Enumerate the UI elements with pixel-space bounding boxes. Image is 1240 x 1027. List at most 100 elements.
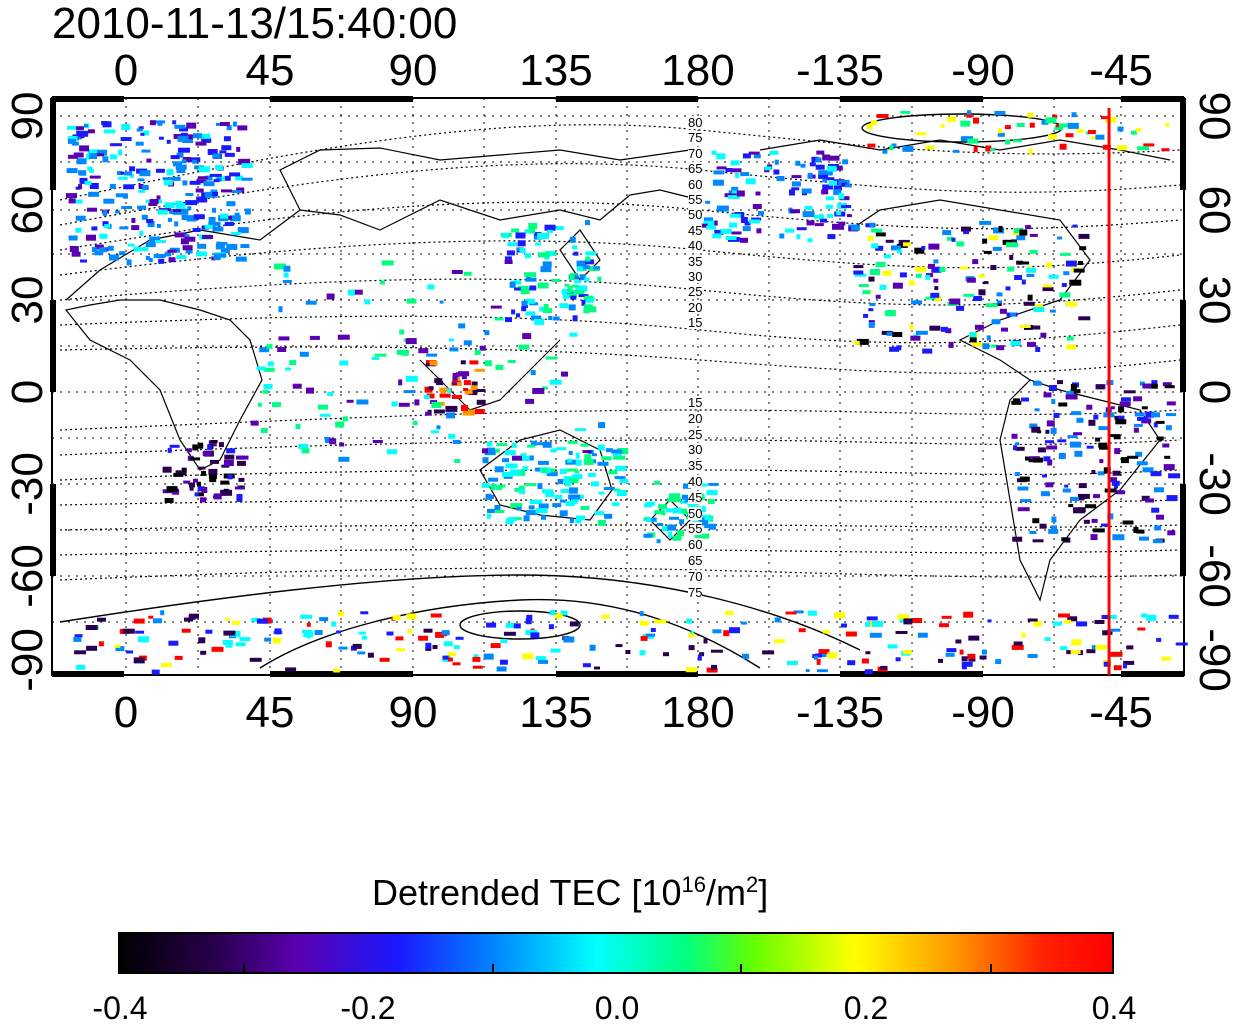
tec-data-cell (706, 225, 717, 230)
tec-data-cell (1048, 528, 1059, 534)
tec-data-cell (591, 453, 597, 457)
tec-data-cell (461, 375, 467, 380)
tec-data-cell (168, 640, 179, 646)
top-lon-tick: 0 (113, 46, 139, 95)
tec-data-cell (870, 120, 877, 126)
tec-data-cell (836, 165, 843, 171)
tec-data-cell (815, 653, 823, 658)
tec-data-cell (646, 633, 655, 637)
tec-data-cell (193, 478, 198, 483)
tec-data-cell (338, 456, 350, 462)
tec-data-cell (1091, 645, 1098, 650)
tec-data-cell (1016, 235, 1026, 241)
tec-data-cell (471, 381, 478, 386)
tec-data-cell (427, 284, 435, 290)
tec-data-cell (966, 277, 976, 283)
tec-data-cell (1019, 476, 1030, 482)
tec-data-cell (166, 169, 174, 176)
tec-data-cell (895, 631, 908, 634)
tec-data-cell (705, 200, 711, 204)
tec-data-cell (89, 168, 94, 173)
tec-data-cell (85, 625, 98, 630)
tec-data-cell (173, 209, 181, 212)
tec-data-cell (121, 206, 133, 209)
tec-data-cell (347, 289, 355, 296)
tec-data-cell (263, 367, 275, 372)
tec-data-cell (1168, 473, 1181, 479)
tec-data-cell (139, 230, 144, 236)
tec-data-cell (955, 639, 962, 644)
tec-data-cell (164, 202, 175, 209)
tec-data-cell (814, 214, 825, 219)
tec-data-cell (179, 127, 189, 132)
tec-data-cell (990, 344, 998, 348)
tec-data-cell (1120, 397, 1131, 402)
tec-data-cell (192, 159, 198, 164)
tec-data-cell (520, 456, 530, 461)
tec-data-cell (215, 165, 224, 170)
bottom-lon-tick: -45 (1089, 688, 1153, 737)
tec-data-cell (1048, 134, 1057, 140)
tec-data-cell (169, 444, 180, 448)
tec-data-cell (1011, 433, 1018, 439)
tec-data-cell (211, 646, 224, 652)
tec-data-cell (511, 455, 522, 461)
tec-data-cell (992, 246, 1002, 251)
tec-data-cell (568, 478, 579, 484)
tec-data-cell (1033, 307, 1045, 312)
auroral-oval-contours (59, 113, 1063, 669)
tec-data-cell (1078, 316, 1091, 321)
tec-data-cell (1153, 422, 1158, 428)
tec-data-cell (581, 265, 590, 270)
tec-data-cell (654, 619, 667, 624)
tec-data-cell (220, 248, 230, 254)
tec-data-cell (825, 204, 833, 209)
tec-data-cell (608, 470, 618, 475)
tec-data-cell (520, 288, 530, 295)
tec-data-cell (257, 402, 262, 407)
contour-label: 80 (688, 115, 703, 130)
tec-data-cell (716, 153, 726, 160)
tec-data-cell (987, 619, 992, 623)
tec-data-cell (1065, 391, 1074, 396)
tec-data-cell (1064, 484, 1069, 488)
tec-data-cell (516, 313, 520, 318)
tec-data-cell (1029, 122, 1035, 128)
tec-data-cell (189, 215, 194, 221)
tec-data-cell (542, 489, 553, 494)
tec-data-cell (360, 611, 369, 615)
tec-data-cell (1030, 325, 1041, 330)
tec-data-cell (564, 283, 570, 287)
tec-data-cell (424, 386, 433, 393)
tec-data-cell (1065, 394, 1078, 400)
tec-data-cell (173, 161, 182, 167)
tec-data-cell (1028, 459, 1037, 463)
tec-data-cell (1149, 383, 1158, 389)
tec-data-cell (396, 349, 404, 355)
tec-data-cell (205, 191, 217, 198)
tec-data-cell (1070, 497, 1079, 501)
tec-data-cell (1045, 482, 1054, 488)
tec-data-cell (1107, 614, 1117, 619)
tec-data-cell (223, 136, 231, 142)
tec-data-cell (868, 308, 874, 312)
tec-data-cell (200, 650, 207, 655)
tec-data-cell (758, 211, 764, 215)
tec-data-cell (1065, 133, 1074, 138)
tec-data-cell (138, 126, 144, 130)
tec-data-cell (1095, 134, 1105, 140)
tec-data-cell (883, 254, 891, 259)
tec-data-cell (1015, 446, 1025, 451)
tec-data-cell (841, 623, 847, 628)
tec-data-cell (963, 231, 970, 235)
tec-data-cell (1142, 383, 1152, 389)
tec-data-cell (1050, 427, 1057, 434)
tec-data-cell (573, 251, 579, 256)
contour-label: 35 (688, 253, 703, 269)
tec-data-cell (1078, 261, 1083, 265)
tec-data-cell (1046, 262, 1053, 268)
tec-data-cell (230, 630, 241, 637)
tec-data-cell (1019, 325, 1031, 328)
map-frame (51, 97, 1185, 676)
tec-data-cell (176, 169, 186, 173)
